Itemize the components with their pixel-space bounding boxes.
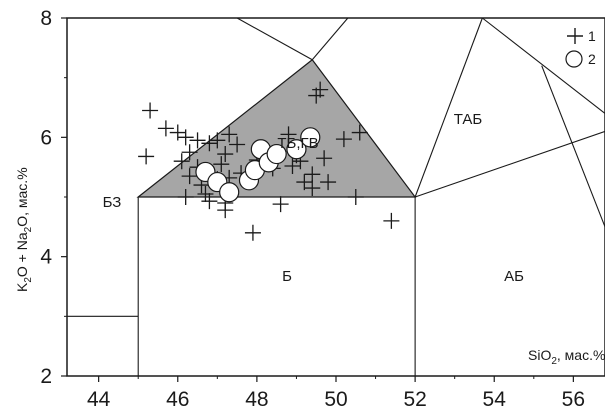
y-axis-label: K2O + Na2O, мас.% — [14, 167, 34, 292]
data-point-cross — [217, 202, 234, 219]
region-label-ab: АБ — [504, 268, 524, 285]
data-point-cross — [320, 174, 337, 191]
field-boundary-line — [236, 17, 313, 61]
x-tick-label: 50 — [324, 388, 347, 411]
data-point-cross — [316, 150, 333, 167]
data-point-cross — [142, 102, 159, 119]
field-boundary-line — [414, 17, 483, 198]
x-tick-label: 56 — [562, 388, 585, 411]
data-point-cross — [229, 136, 246, 153]
data-point-cross — [280, 126, 297, 143]
legend-label-1: 1 — [588, 28, 596, 44]
legend: 1 2 — [565, 28, 596, 68]
data-point-circle — [300, 127, 321, 148]
region-label-tb-gv: ТБ,ГВ — [277, 135, 318, 152]
y-tick-label: 2 — [40, 365, 52, 388]
data-point-cross — [197, 186, 214, 203]
y-tick-label: 8 — [40, 7, 52, 30]
data-point-cross — [213, 156, 230, 173]
shaded-field-tb-gv — [136, 58, 417, 198]
data-point-cross — [304, 166, 321, 183]
data-point-cross — [157, 120, 174, 137]
data-point-cross — [201, 135, 218, 152]
data-point-cross — [221, 126, 238, 143]
data-point-cross — [177, 189, 194, 205]
x-axis-label: SiO2, мас.% — [528, 347, 605, 367]
data-point-cross — [189, 132, 206, 149]
data-point-cross — [304, 180, 321, 197]
field-boundaries — [67, 17, 605, 376]
field-boundary-line — [482, 17, 605, 114]
data-point-cross — [351, 124, 368, 141]
data-point-cross — [347, 189, 364, 205]
x-tick-label: 54 — [483, 388, 507, 411]
data-points — [138, 81, 400, 241]
field-boundary-line — [414, 130, 605, 198]
data-point-cross — [181, 144, 198, 161]
legend-circle-marker — [565, 50, 583, 68]
data-point-cross — [217, 146, 234, 163]
x-tick-label: 52 — [403, 388, 426, 411]
data-point-cross — [169, 124, 186, 141]
classification-fields — [136, 58, 417, 198]
x-tick-label: 48 — [245, 388, 268, 411]
region-label-tab: ТАБ — [454, 111, 483, 128]
legend-label-2: 2 — [588, 51, 596, 67]
y-tick-label: 6 — [40, 126, 52, 149]
data-point-cross — [312, 81, 329, 98]
x-tick-label: 44 — [87, 388, 111, 411]
data-point-cross — [272, 196, 289, 213]
data-point-cross — [209, 132, 226, 149]
field-boundary-line — [311, 17, 349, 61]
field-boundary-line — [541, 65, 605, 228]
data-point-cross — [173, 153, 190, 170]
data-point-cross — [201, 193, 218, 210]
data-point-circle — [286, 139, 307, 160]
data-point-cross — [181, 168, 198, 185]
legend-cross-marker — [567, 28, 583, 44]
data-point-circle — [266, 143, 287, 165]
data-point-cross — [177, 129, 194, 146]
region-label-bz: БЗ — [103, 194, 122, 211]
region-label-b: Б — [282, 268, 292, 285]
data-point-cross — [335, 131, 352, 148]
data-point-cross — [383, 212, 400, 229]
data-point-cross — [244, 224, 261, 241]
data-point-circle — [219, 182, 240, 203]
x-tick-label: 46 — [166, 388, 189, 411]
data-point-cross — [138, 148, 155, 165]
y-tick-label: 4 — [40, 246, 52, 269]
